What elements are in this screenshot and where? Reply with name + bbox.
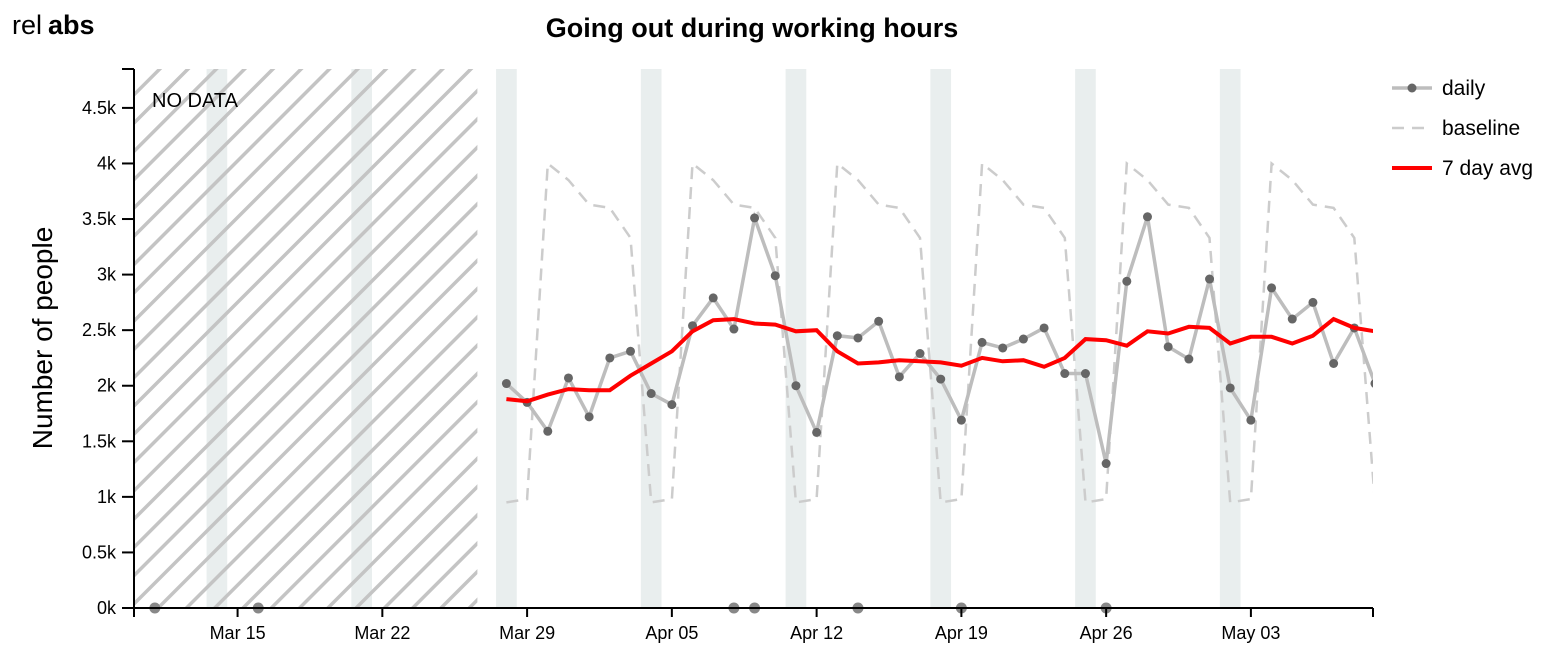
daily-point: [791, 381, 801, 391]
legend: daily baseline 7 day avg: [1392, 77, 1533, 180]
daily-point: [956, 415, 966, 425]
y-tick-label: 1k: [97, 487, 117, 507]
no-data-label: NO DATA: [152, 90, 239, 112]
daily-point: [936, 374, 946, 384]
daily-point: [1080, 369, 1090, 379]
x-tick-label: Mar 15: [210, 623, 266, 643]
daily-point: [812, 427, 822, 437]
weekend-band: [1219, 69, 1241, 608]
daily-point: [708, 293, 718, 303]
y-tick-label: 4k: [97, 153, 117, 173]
daily-point: [1143, 212, 1152, 222]
daily-point: [1101, 459, 1111, 469]
daily-point: [1184, 354, 1194, 364]
daily-point: [605, 353, 615, 363]
x-tick-label: Mar 22: [354, 623, 410, 643]
y-tick-label: 0k: [97, 598, 117, 618]
daily-point: [832, 331, 842, 341]
scale-toggle: rel abs: [12, 10, 95, 41]
y-axis-label: Number of people: [27, 227, 58, 450]
daily-point: [1039, 323, 1049, 333]
daily-point: [1205, 274, 1215, 284]
daily-point: [894, 372, 904, 382]
daily-point: [1267, 283, 1277, 293]
legend-dot-daily: [1407, 83, 1417, 93]
legend-label: daily: [1442, 77, 1486, 100]
avg-series-line: [506, 316, 1373, 404]
weekend-band: [640, 69, 662, 608]
daily-point: [626, 346, 635, 356]
daily-point: [1370, 379, 1373, 388]
series-layer: [501, 161, 1373, 504]
weekend-band: [785, 69, 807, 608]
daily-point: [998, 343, 1008, 353]
daily-point: [770, 271, 780, 281]
daily-point: [1122, 276, 1132, 286]
x-tick-label: May 03: [1221, 623, 1280, 643]
daily-point: [646, 389, 656, 399]
daily-point: [1329, 359, 1339, 369]
no-data-region: NO DATA: [134, 69, 478, 608]
x-tick-label: Apr 12: [790, 623, 843, 643]
daily-point: [563, 373, 573, 383]
daily-point: [915, 349, 925, 359]
daily-point: [667, 400, 677, 410]
chart-title: Going out during working hours: [546, 13, 958, 43]
daily-point: [729, 324, 739, 334]
daily-point: [1163, 342, 1173, 352]
daily-point: [1308, 297, 1318, 307]
daily-point: [501, 379, 511, 389]
y-tick-label: 3k: [97, 265, 117, 285]
y-tick-label: 1.5k: [82, 431, 117, 451]
daily-point: [543, 426, 553, 436]
y-tick-label: 0.5k: [82, 542, 117, 562]
daily-point: [1060, 369, 1070, 379]
x-tick-label: Apr 19: [935, 623, 988, 643]
y-tick-label: 2.5k: [82, 320, 117, 340]
legend-label: 7 day avg: [1442, 157, 1533, 180]
daily-point: [1287, 314, 1297, 324]
x-tick-label: Apr 05: [645, 623, 698, 643]
daily-point: [1225, 383, 1235, 393]
weekend-shading: [206, 69, 1241, 608]
daily-point: [1246, 415, 1256, 425]
daily-point: [1018, 334, 1028, 344]
x-tick-label: Apr 26: [1080, 623, 1133, 643]
no-data-hatch: [134, 69, 478, 608]
weekend-band: [496, 69, 517, 608]
abs-toggle-button[interactable]: abs: [48, 10, 95, 40]
y-tick-label: 2k: [97, 376, 117, 396]
legend-label: baseline: [1442, 117, 1520, 140]
daily-point: [853, 333, 863, 343]
axes: 0k 0.5k 1k 1.5k 2k 2.5k 3k 3.5k 4k 4.5k Mar 15 Mar …: [82, 68, 1374, 643]
x-tick-label: Mar 29: [499, 623, 555, 643]
y-tick-label: 3.5k: [82, 209, 117, 229]
y-tick-label: 4.5k: [82, 98, 117, 118]
daily-point: [750, 213, 760, 223]
rel-toggle-button[interactable]: rel: [12, 10, 43, 40]
daily-point: [874, 316, 884, 326]
weekend-band: [930, 69, 952, 608]
daily-point: [584, 412, 594, 422]
daily-point: [977, 337, 987, 347]
